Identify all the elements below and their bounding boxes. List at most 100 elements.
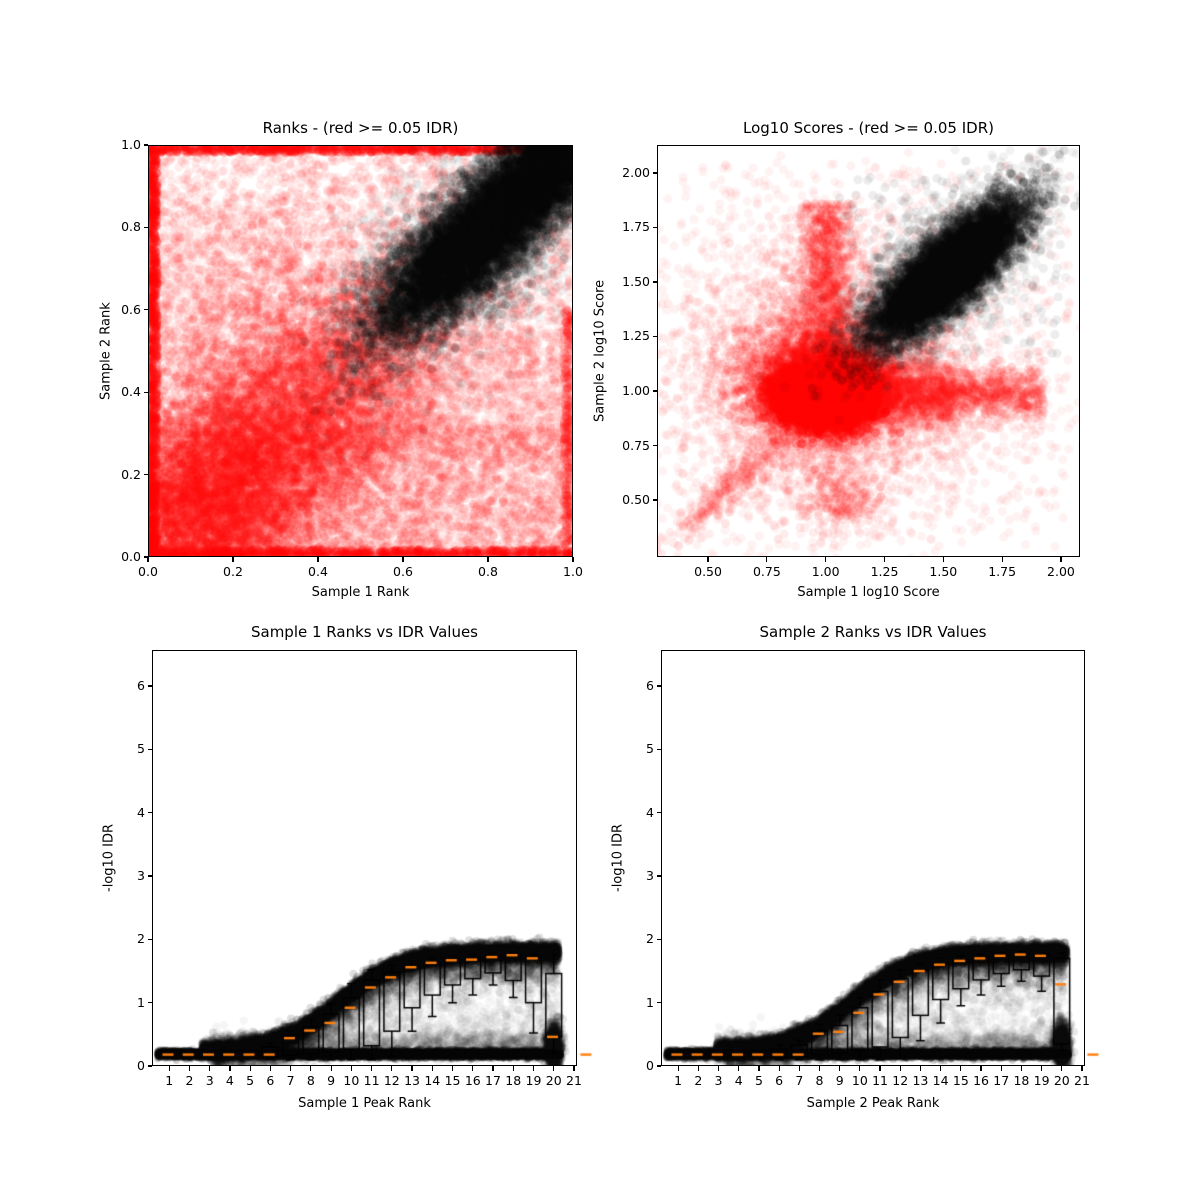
x-axis-label: Sample 2 Peak Rank (806, 1096, 940, 1111)
x-tick-mark (431, 1066, 433, 1071)
x-tick-mark (825, 557, 827, 562)
y-tick-label: 1.75 (622, 219, 650, 235)
x-tick-mark (370, 1066, 373, 1071)
x-tick-label: 3 (205, 1073, 214, 1088)
x-tick-mark (707, 557, 709, 562)
x-tick-mark (147, 557, 149, 562)
x-tick-label: 0.0 (138, 564, 158, 579)
x-tick-mark (839, 1066, 841, 1071)
x-tick-mark (1060, 557, 1062, 562)
x-tick-mark (940, 1066, 942, 1071)
y-tick-mark (652, 499, 657, 501)
x-tick-mark (960, 1066, 962, 1071)
x-tick-mark (1040, 1066, 1043, 1071)
x-tick-label: 11 (363, 1073, 380, 1088)
x-tick-mark (188, 1066, 191, 1071)
x-tick-label: 13 (912, 1073, 929, 1088)
axes-frame (661, 650, 1085, 1066)
y-tick-label: 0.6 (121, 301, 141, 317)
x-tick-mark (512, 1066, 514, 1071)
y-tick-label: 1.25 (622, 328, 650, 344)
y-tick-label: 5 (646, 741, 654, 757)
x-tick-mark (402, 557, 404, 562)
axes-frame (657, 145, 1080, 557)
x-axis-label: Sample 1 Peak Rank (298, 1096, 431, 1111)
axes-frame (148, 145, 573, 557)
x-tick-mark (766, 557, 768, 562)
x-tick-label: 17 (485, 1073, 501, 1088)
x-tick-mark (232, 557, 234, 562)
y-tick-mark (656, 1002, 661, 1004)
y-tick-mark (652, 335, 657, 338)
x-tick-label: 10 (851, 1073, 868, 1088)
x-tick-mark (758, 1066, 760, 1071)
x-tick-mark (290, 1066, 292, 1071)
log10-scores-scatter-canvas (657, 145, 1080, 557)
y-tick-mark (143, 309, 148, 311)
y-tick-mark (656, 875, 661, 877)
y-tick-mark (147, 812, 152, 814)
x-tick-label: 19 (1033, 1073, 1050, 1088)
x-tick-mark (209, 1066, 211, 1071)
x-tick-mark (492, 1066, 494, 1071)
x-tick-mark (572, 557, 574, 562)
x-tick-mark (168, 1066, 170, 1071)
x-tick-label: 1.75 (988, 564, 1017, 579)
x-tick-label: 9 (835, 1073, 844, 1088)
x-tick-mark (1000, 1066, 1002, 1071)
y-tick-label: 0.8 (121, 219, 141, 235)
x-tick-label: 15 (444, 1073, 461, 1088)
y-tick-mark (656, 1065, 661, 1067)
x-tick-mark (317, 557, 319, 562)
x-tick-label: 10 (343, 1073, 360, 1088)
x-tick-label: 11 (872, 1073, 889, 1088)
y-tick-mark (147, 685, 152, 687)
x-tick-label: 7 (286, 1073, 295, 1088)
x-tick-label: 18 (505, 1073, 522, 1088)
y-tick-label: 1 (137, 994, 145, 1010)
x-tick-mark (879, 1066, 881, 1071)
x-tick-mark (269, 1066, 271, 1071)
y-tick-label: 0 (137, 1058, 145, 1073)
x-tick-mark (229, 1066, 231, 1071)
plot-title: Sample 2 Ranks vs IDR Values (759, 623, 987, 641)
x-tick-label: 14 (424, 1073, 441, 1088)
x-tick-label: 21 (566, 1073, 582, 1088)
y-tick-label: 1 (646, 994, 654, 1010)
x-tick-label: 2 (185, 1073, 194, 1088)
x-tick-mark (1020, 1066, 1022, 1071)
x-tick-label: 16 (464, 1073, 481, 1088)
x-tick-label: 6 (266, 1073, 275, 1088)
y-tick-mark (143, 474, 148, 476)
y-tick-label: 0.75 (622, 437, 650, 453)
x-tick-mark (919, 1066, 922, 1071)
x-tick-label: 2.00 (1047, 564, 1075, 579)
y-tick-label: 6 (137, 678, 145, 694)
x-axis-label: Sample 1 log10 Score (797, 585, 940, 600)
x-tick-mark (532, 1066, 535, 1071)
x-tick-label: 20 (1053, 1073, 1070, 1088)
y-tick-mark (147, 938, 152, 940)
x-tick-mark (738, 1066, 740, 1071)
x-tick-label: 1.0 (563, 564, 583, 579)
x-tick-label: 9 (327, 1073, 336, 1088)
x-tick-label: 20 (545, 1073, 562, 1088)
y-tick-mark (652, 226, 657, 229)
x-tick-label: 0.2 (223, 564, 243, 579)
x-tick-mark (1001, 557, 1003, 562)
y-tick-mark (143, 391, 148, 393)
y-tick-mark (652, 172, 657, 174)
x-axis-label: Sample 1 Rank (311, 585, 410, 600)
x-tick-mark (899, 1066, 901, 1071)
x-tick-label: 7 (795, 1073, 804, 1088)
sample2-idr-canvas (661, 650, 1112, 1066)
x-tick-mark (451, 1066, 454, 1071)
y-tick-mark (656, 812, 661, 814)
plot-title: Sample 1 Ranks vs IDR Values (250, 623, 478, 641)
